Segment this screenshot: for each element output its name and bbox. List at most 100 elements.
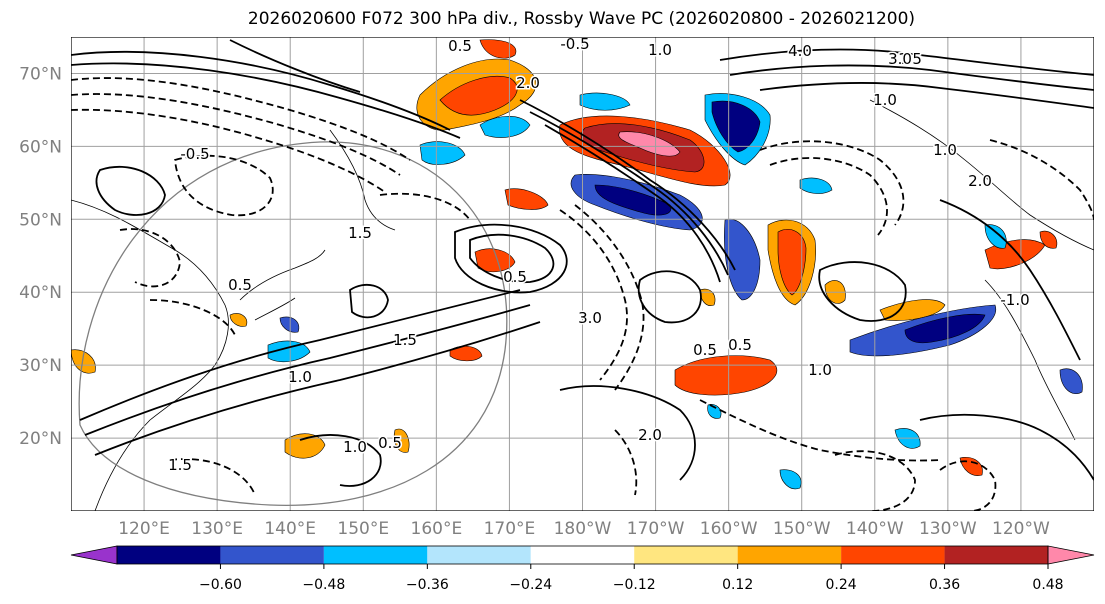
contour-solid: [469, 233, 555, 284]
longitude-label: 130°E: [191, 519, 243, 539]
graticule: [71, 37, 1094, 511]
positive-anomaly: [439, 75, 518, 116]
contour-label: 0.5: [503, 268, 527, 286]
positive-anomaly: [618, 131, 681, 157]
contour-labels: -0.50.5 1.0 1.52.03.04.0-0.51.00.51.53.00.…: [167, 35, 1032, 476]
contour-solid: [637, 270, 702, 324]
colorbar-segment: [427, 546, 531, 564]
contour-label: -0.5: [560, 35, 589, 53]
longitude-label: 120°E: [118, 519, 170, 539]
negative-anomaly: [904, 313, 986, 344]
negative-anomaly: [479, 116, 531, 138]
longitude-label: 140°W: [846, 519, 904, 539]
contour-dashed: [119, 228, 181, 288]
contour-label: 3.0: [578, 309, 602, 327]
negative-anomaly: [984, 224, 1007, 249]
contour-solid: [559, 385, 696, 481]
positive-anomaly: [777, 228, 807, 296]
positive-anomaly: [1039, 230, 1058, 249]
longitude-label: 130°W: [919, 519, 977, 539]
colorbar-segment: [841, 546, 945, 564]
contour-label: 1.5: [393, 331, 417, 349]
positive-anomaly: [504, 188, 549, 210]
longitude-label: 170°E: [484, 519, 536, 539]
contour-solid: [71, 62, 461, 139]
colorbar-tick-label: −0.48: [302, 577, 345, 593]
rossby-arc: [78, 141, 508, 506]
contour-solid: [95, 165, 166, 216]
colorbar-tick-label: −0.12: [613, 577, 656, 593]
colorbar-extend-high: [1047, 545, 1095, 565]
longitude-label: 160°W: [700, 519, 758, 539]
negative-anomaly: [267, 340, 311, 363]
contour-label: 0.5: [448, 37, 472, 55]
positive-anomaly: [284, 433, 326, 459]
contour-solid: [84, 304, 531, 436]
negative-anomaly: [1059, 368, 1083, 394]
contour-label: 2.0: [516, 74, 540, 92]
contours-dashed: [71, 77, 1094, 511]
contour-dashed: [614, 429, 638, 496]
colorbar-tick-label: 0.12: [722, 577, 753, 593]
latitude-label: 20°N: [19, 429, 62, 449]
colorbar-segment: [117, 546, 221, 564]
contour-solid: [299, 434, 382, 487]
contour-label: 1.5: [348, 224, 372, 242]
longitude-label: 150°E: [337, 519, 389, 539]
colorbar-tick-label: −0.36: [406, 577, 449, 593]
negative-anomaly: [279, 316, 300, 333]
latitude-labels: 20°N 30°N 40°N 50°N 60°N 70°N: [19, 64, 62, 449]
contour-label: 4.0: [788, 42, 812, 60]
contour-label: 0.5: [228, 276, 252, 294]
contour-label: 0.5: [378, 434, 402, 452]
contour-solid: [94, 321, 541, 456]
latitude-label: 60°N: [19, 137, 62, 157]
plot-title: 2026020600 F072 300 hPa div., Rossby Wav…: [247, 9, 916, 29]
contour-dashed: [174, 154, 274, 217]
contour-solid: [349, 283, 389, 319]
longitude-label: 150°W: [773, 519, 831, 539]
contour-dashed: [71, 108, 386, 193]
longitude-label: 180°W: [554, 519, 612, 539]
contour-solid: [529, 111, 729, 276]
contour-dashed: [574, 204, 645, 391]
contour-dashed: [989, 139, 1094, 221]
japan-coast: [239, 249, 326, 321]
contour-dashed: [71, 77, 411, 161]
contour-label: 1.0: [873, 91, 897, 109]
contour-dashed: [769, 157, 888, 236]
contour-label: 1.0: [648, 41, 672, 59]
contour-dashed: [699, 399, 941, 462]
contour-label: 1.0: [288, 368, 312, 386]
negative-anomaly: [779, 469, 802, 490]
contour-dashed: [834, 450, 916, 511]
latitude-label: 30°N: [19, 356, 62, 376]
contour-dashed: [559, 209, 628, 381]
latitude-label: 70°N: [19, 64, 62, 84]
contour-label: 1.5: [898, 50, 922, 68]
negative-anomaly: [711, 100, 761, 153]
longitude-label: 170°W: [627, 519, 685, 539]
negative-anomaly: [707, 404, 722, 419]
negative-anomaly: [724, 218, 761, 301]
contour-solid: [818, 261, 907, 322]
contour-solid: [939, 199, 1081, 361]
na-coast: [984, 279, 1076, 441]
positive-anomaly: [229, 313, 248, 327]
colorbar-segment: [220, 546, 324, 564]
longitude-label: 140°E: [264, 519, 316, 539]
contour-label: 1.5: [168, 456, 192, 474]
longitude-labels: 120°E 130°E 140°E 150°E 160°E 170°E 180°W 170°W…: [118, 519, 1050, 539]
coastlines: [71, 99, 1094, 511]
positive-anomaly: [479, 39, 517, 59]
colorbar-tick-label: 0.36: [929, 577, 960, 593]
contours: [71, 39, 1094, 487]
contour-dashed: [379, 192, 471, 221]
contour-solid: [454, 223, 568, 294]
contour-label: 1.0: [808, 361, 832, 379]
colorbar-segment: [944, 546, 1048, 564]
contour-solid: [544, 124, 721, 283]
contour-dashed: [71, 93, 401, 176]
asia-coast: [71, 199, 229, 511]
